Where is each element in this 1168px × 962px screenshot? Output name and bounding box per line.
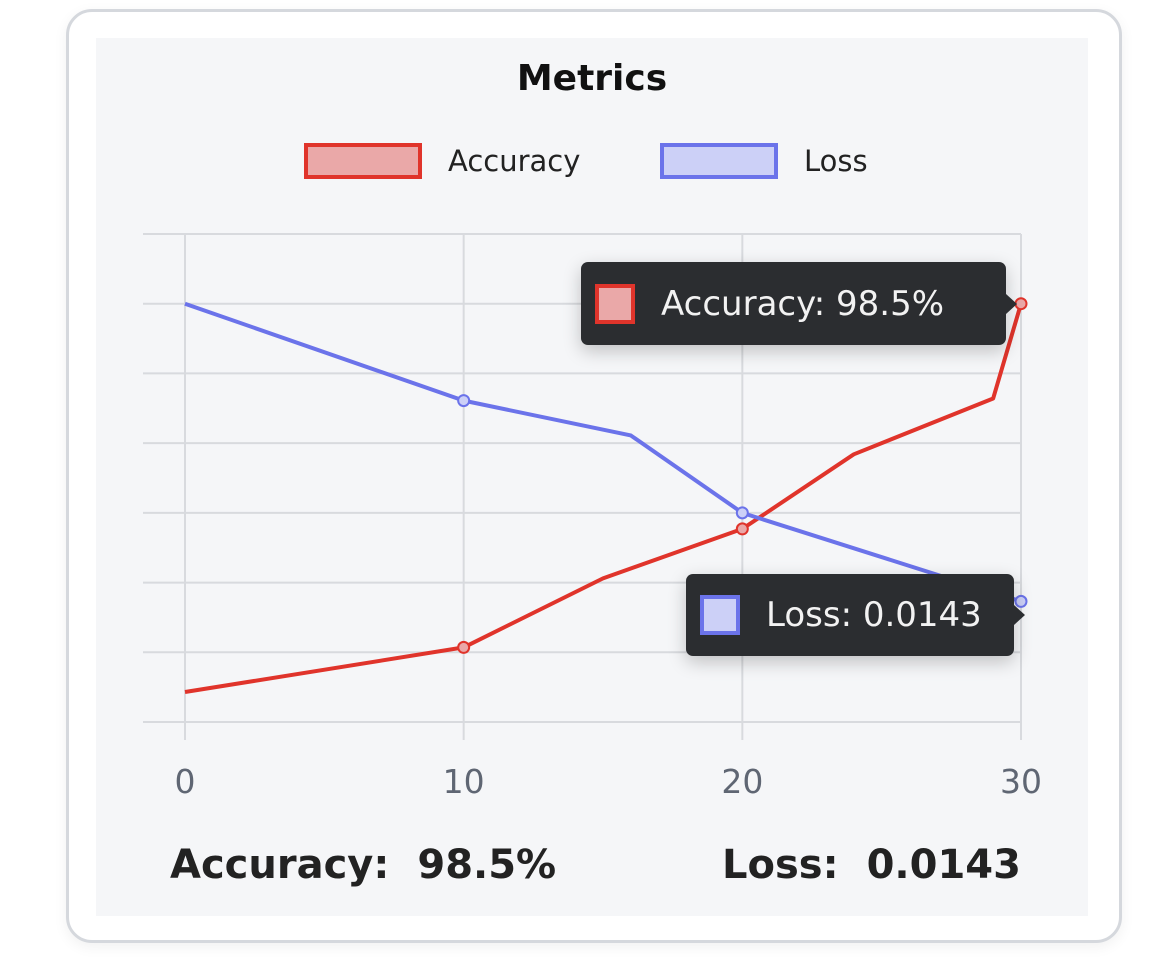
data-point-accuracy [457, 640, 471, 654]
legend-item-accuracy[interactable]: Accuracy [304, 138, 580, 184]
legend-label-loss: Loss [804, 144, 868, 178]
accuracy-summary: Accuracy: 98.5% [170, 842, 556, 888]
tooltip-swatch-loss [700, 595, 740, 635]
tooltip-text-accuracy: Accuracy: 98.5% [661, 283, 945, 324]
tooltip-pointer [1006, 293, 1017, 314]
data-point-accuracy [1014, 297, 1028, 311]
legend-swatch-loss [660, 143, 778, 179]
tooltip-swatch-accuracy [595, 283, 635, 324]
chart-title: Metrics [516, 58, 668, 99]
x-tick-label: 10 [443, 762, 485, 801]
loss-summary-label: Loss: [722, 842, 839, 888]
x-tick-label: 0 [175, 762, 196, 801]
x-tick-label: 20 [721, 762, 763, 801]
accuracy-summary-value: 98.5% [417, 842, 557, 888]
chart-panel [96, 38, 1088, 916]
tooltip-accuracy: Accuracy: 98.5% [581, 262, 1017, 345]
legend-label-accuracy: Accuracy [448, 144, 581, 178]
data-point-loss [457, 394, 471, 408]
data-point-loss [735, 506, 749, 520]
tooltip-loss: Loss: 0.0143 [686, 574, 1025, 656]
legend-swatch-accuracy [304, 143, 422, 179]
data-point-accuracy [735, 522, 749, 536]
tooltip-text-loss: Loss: 0.0143 [766, 595, 982, 635]
accuracy-summary-label: Accuracy: [170, 842, 390, 888]
tooltip-pointer [1014, 605, 1025, 625]
legend-item-loss[interactable]: Loss [660, 138, 868, 184]
series-line-loss [184, 301, 1022, 604]
loss-summary: Loss: 0.0143 [722, 842, 1021, 888]
loss-summary-value: 0.0143 [866, 842, 1021, 888]
x-tick-label: 30 [1000, 762, 1042, 801]
